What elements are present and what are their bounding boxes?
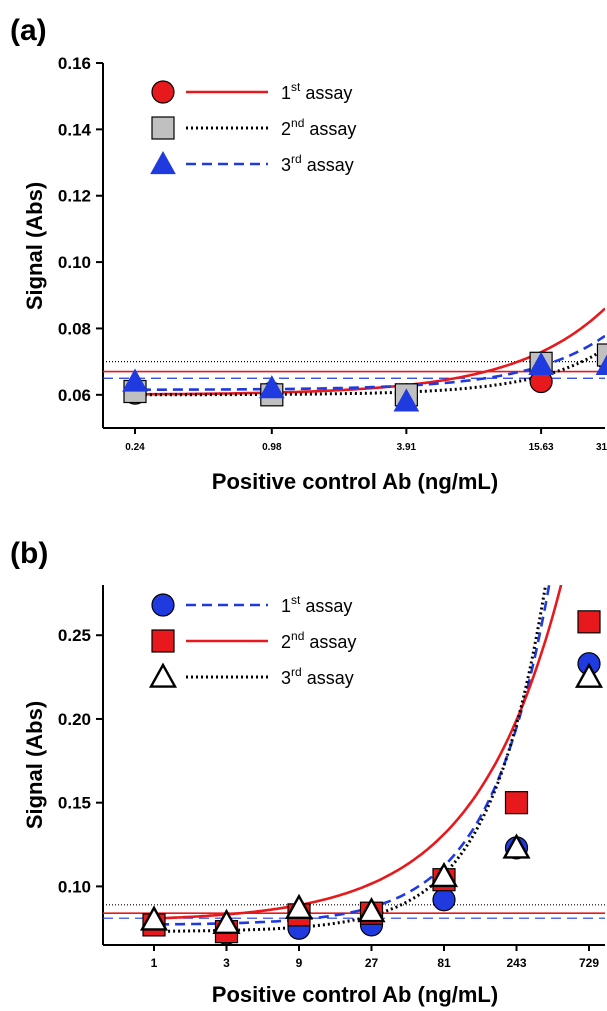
data-point	[574, 662, 604, 688]
data-point	[504, 791, 529, 815]
fit-curve	[124, 334, 605, 392]
data-point	[258, 375, 285, 399]
legend-superscript: nd	[291, 116, 304, 130]
y-tick-label: 0.12	[58, 187, 91, 206]
legend-entry: 2nd assay	[281, 629, 356, 652]
data-point	[596, 343, 607, 367]
fit-curve	[124, 347, 605, 397]
legend-suffix: assay	[304, 119, 356, 139]
legend-number: 2	[281, 119, 291, 139]
panel-label: (a)	[10, 14, 47, 47]
legend-number: 1	[281, 83, 291, 103]
x-axis-title: Positive control Ab (ng/mL)	[212, 982, 498, 1007]
plot-area	[103, 307, 605, 397]
data-point	[212, 908, 241, 935]
data-point	[393, 388, 420, 412]
y-tick-label: 0.25	[58, 626, 91, 645]
legend-entry: 2nd assay	[281, 116, 356, 139]
plot-area	[103, 585, 605, 933]
y-axis-title: Signal (Abs)	[22, 701, 47, 829]
data-point	[139, 905, 169, 931]
legend-suffix: assay	[302, 668, 354, 688]
x-tick-label: 3	[223, 956, 230, 970]
legend-marker	[151, 629, 175, 653]
legend-number: 3	[281, 155, 291, 175]
x-axis-title: Positive control Ab (ng/mL)	[212, 469, 498, 494]
x-tick-label: 31.25	[596, 442, 607, 453]
x-tick-label: 243	[506, 956, 526, 970]
x-tick-label: 27	[365, 956, 379, 970]
fit-curve	[143, 585, 548, 933]
legend-number: 1	[281, 596, 291, 616]
legend-superscript: st	[291, 593, 301, 607]
x-tick-label: 0.24	[125, 442, 145, 453]
legend-superscript: rd	[291, 665, 302, 679]
data-point	[528, 351, 554, 376]
legend-entry: 1st assay	[281, 593, 352, 616]
legend-superscript: rd	[291, 152, 302, 166]
x-tick-label: 0.98	[262, 442, 282, 453]
data-point	[284, 893, 314, 919]
legend-marker	[151, 593, 175, 617]
y-tick-label: 0.06	[58, 386, 91, 405]
y-tick-label: 0.16	[58, 54, 91, 73]
data-point	[577, 610, 601, 634]
y-tick-label: 0.14	[58, 120, 92, 139]
x-tick-label: 81	[437, 956, 451, 970]
y-tick-label: 0.10	[58, 253, 91, 272]
legend-superscript: st	[291, 80, 301, 94]
legend-marker	[151, 116, 175, 140]
y-tick-label: 0.10	[58, 877, 91, 896]
panel-b: (b) 0.10 0.15 0.20 0.25 1 3 9 27 81 243 729 Signal (…	[10, 537, 605, 1007]
legend-number: 3	[281, 668, 291, 688]
legend-entry: 3rd assay	[281, 152, 354, 175]
x-tick-label: 3.91	[397, 442, 417, 453]
legend-suffix: assay	[300, 596, 352, 616]
x-tick-label: 15.63	[529, 442, 554, 453]
legend-number: 2	[281, 632, 291, 652]
data-point	[432, 888, 456, 912]
legend-marker	[150, 150, 176, 175]
data-point	[502, 833, 531, 859]
legend-marker	[148, 662, 178, 688]
data-point	[122, 368, 148, 392]
panel-a: (a) 0.06 0.08 0.10 0.12 0.14 0.16 0.24 0.98 3.91 1…	[10, 14, 607, 494]
x-tick-label: 9	[296, 956, 303, 970]
legend-superscript: nd	[291, 629, 304, 643]
y-tick-label: 0.20	[58, 710, 91, 729]
legend-entry: 1st assay	[281, 80, 352, 103]
data-point	[429, 861, 459, 888]
panel-label: (b)	[10, 537, 48, 570]
y-tick-label: 0.08	[58, 319, 91, 338]
data-point	[357, 897, 386, 923]
fit-curve	[143, 585, 563, 921]
y-tick-label: 0.15	[58, 794, 91, 813]
legend-suffix: assay	[300, 83, 352, 103]
x-tick-label: 1	[151, 956, 158, 970]
legend-entry: 3rd assay	[281, 665, 354, 688]
x-tick-label: 729	[579, 956, 599, 970]
legend-marker	[151, 80, 175, 104]
y-axis-title: Signal (Abs)	[22, 182, 47, 310]
legend-suffix: assay	[304, 632, 356, 652]
legend-suffix: assay	[302, 155, 354, 175]
data-point	[595, 354, 607, 376]
